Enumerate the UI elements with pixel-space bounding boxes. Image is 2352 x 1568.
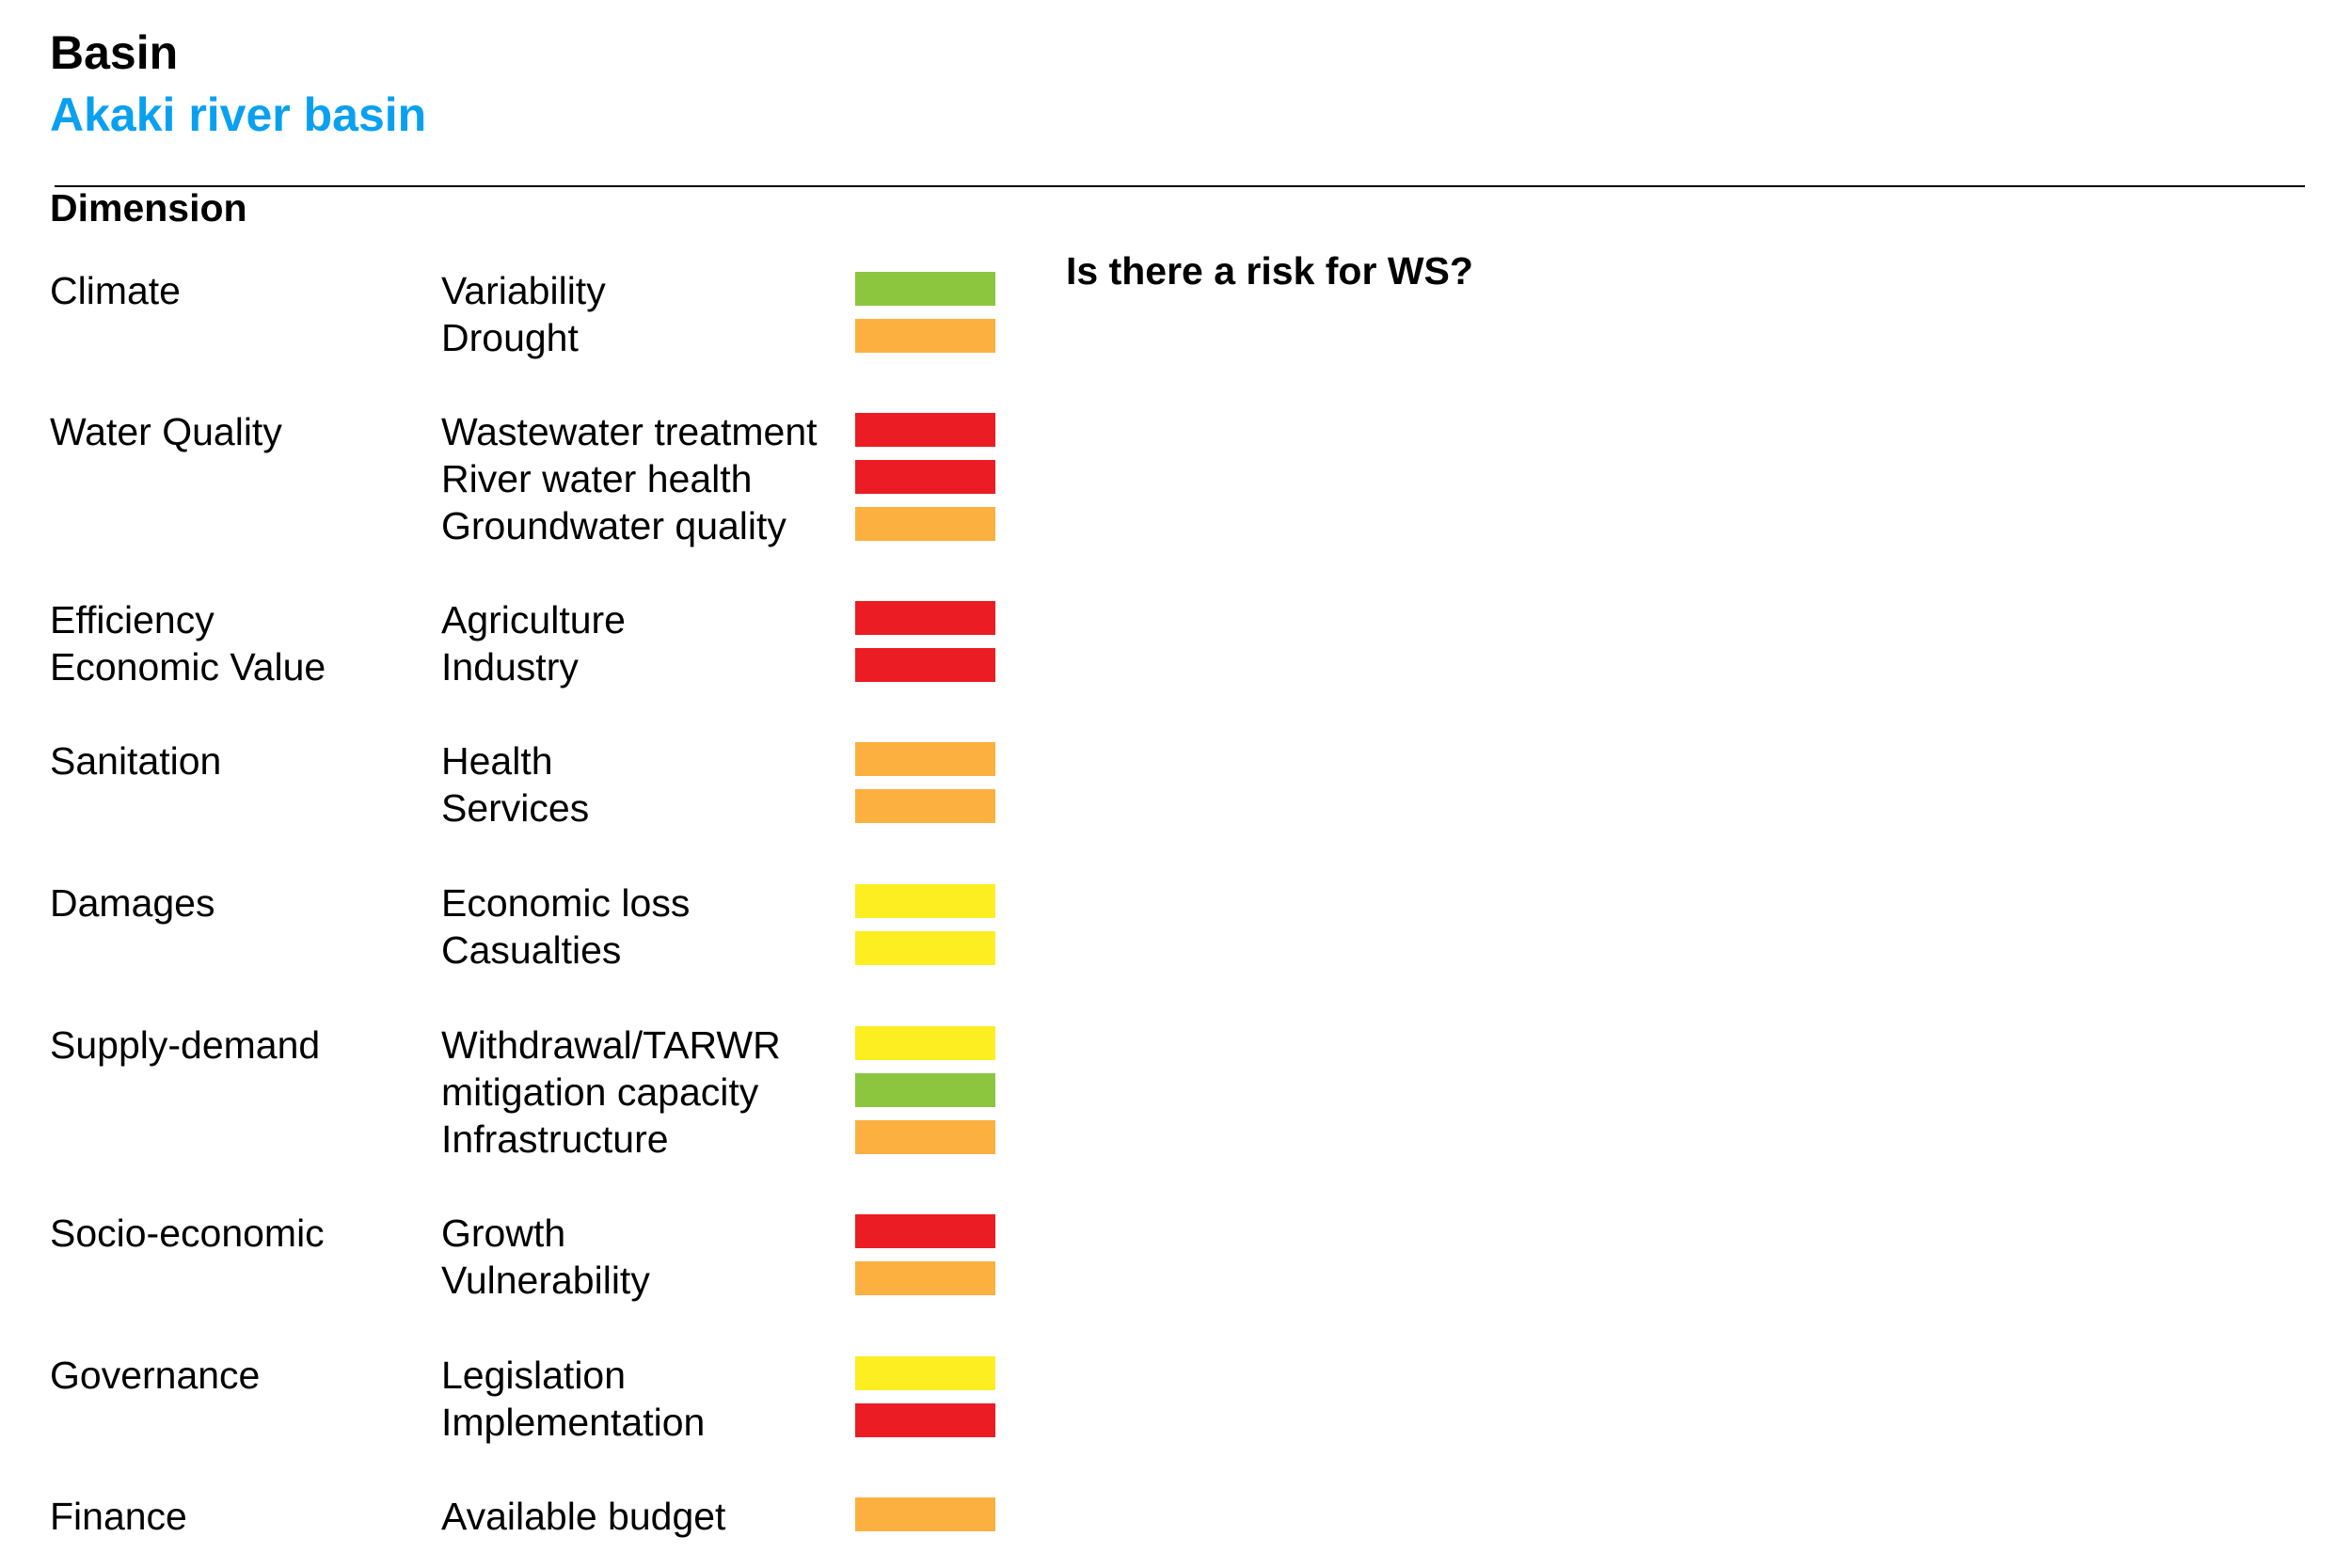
indicator-label: Legislation [441,1354,627,1397]
risk-swatch-moderate [855,931,995,965]
indicator-label: Wastewater treatment [441,410,818,453]
indicator-label: Casualties [441,928,622,972]
risk-swatch-low [855,272,995,306]
indicator-label: Available budget [441,1495,726,1538]
risk-swatch-low [855,1073,995,1107]
risk-swatch-moderate [855,1026,995,1060]
dimension-label: Economic Value [50,645,326,689]
indicator-label: Services [441,786,590,830]
basin-name: Akaki river basin [50,88,427,141]
risk-swatch-high [855,1497,995,1531]
risk-swatch-very-high [855,1214,995,1248]
risk-swatch-high [855,1120,995,1154]
indicator-label: Agriculture [441,598,626,641]
indicator-label: Implementation [441,1401,706,1444]
dimension-label: Finance [50,1495,187,1538]
risk-swatch-high [855,742,995,776]
dimension-column-header: Dimension [50,186,247,230]
indicator-label: Vulnerability [441,1259,650,1302]
risk-swatch-high [855,789,995,823]
indicator-label: Groundwater quality [441,504,787,547]
indicator-label: Infrastructure [441,1117,669,1161]
dimension-label: Sanitation [50,739,222,783]
risk-swatch-moderate [855,1356,995,1390]
risk-swatch-high [855,1261,995,1295]
dimension-label: Climate [50,269,181,312]
risk-swatch-very-high [855,648,995,682]
indicator-label: Drought [441,316,579,359]
page-title: Basin [50,26,179,79]
dimension-label: Socio-economic [50,1212,325,1255]
dimension-label: Efficiency [50,598,215,641]
indicator-label: Withdrawal/TARWR [441,1023,781,1067]
dimension-label: Damages [50,881,215,925]
indicator-label: mitigation capacity [441,1070,759,1114]
risk-swatch-very-high [855,1403,995,1437]
risk-swatch-moderate [855,884,995,918]
dimension-label: Supply-demand [50,1023,321,1067]
risk-swatch-very-high [855,460,995,494]
risk-question: Is there a risk for WS? [1066,249,1473,293]
risk-swatch-very-high [855,413,995,447]
indicator-label: Health [441,739,553,783]
indicator-label: Economic loss [441,881,691,925]
indicator-label: River water health [441,457,753,500]
dimension-label: Water Quality [50,410,282,453]
indicator-label: Industry [441,645,579,689]
header-divider [55,185,2305,187]
dimension-label: Governance [50,1354,261,1397]
indicator-label: Variability [441,269,606,312]
risk-swatch-high [855,507,995,541]
risk-swatch-high [855,319,995,353]
risk-swatch-very-high [855,601,995,635]
indicator-label: Growth [441,1212,566,1255]
